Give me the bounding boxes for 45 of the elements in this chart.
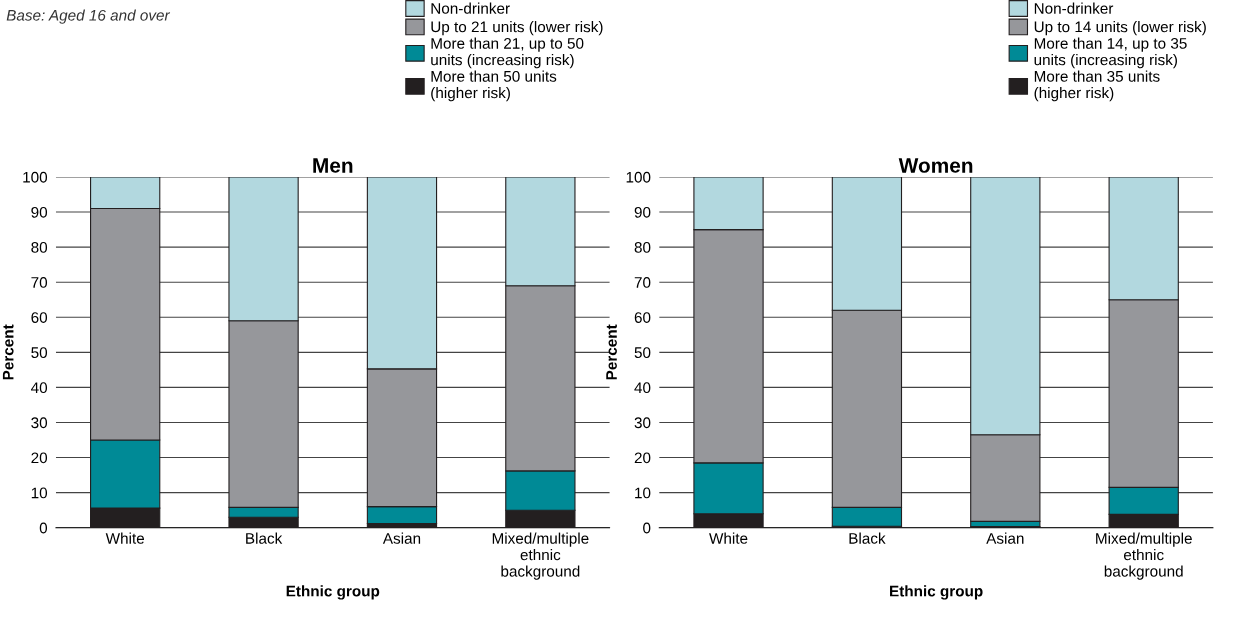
x-axis-title: Ethnic group (286, 585, 380, 600)
y-tick-label: 40 (634, 382, 651, 394)
y-tick-label: 100 (23, 171, 48, 183)
chart-title: Women (898, 158, 973, 173)
legend-label: Up to 14 units (lower risk) (1034, 21, 1206, 36)
y-axis-title: Percent (606, 324, 617, 380)
legend-label: More than 14, up to 35 units (increasing risk) (1034, 37, 1187, 69)
y-tick-label: 70 (31, 277, 48, 288)
y-tick-label: 50 (31, 347, 48, 359)
y-tick-label: 90 (31, 206, 48, 218)
y-tick-label: 80 (31, 241, 48, 253)
y-tick-label: 10 (635, 487, 651, 499)
x-tick-label: White (105, 532, 145, 544)
x-tick-label: Mixed/multiple ethnic background (1096, 532, 1192, 580)
chart-title: Men (313, 158, 353, 173)
x-tick-label: Black (246, 532, 283, 544)
y-tick-label: 30 (31, 417, 48, 429)
y-tick-label: 80 (634, 241, 651, 253)
x-tick-label: White (709, 532, 748, 544)
x-tick-label: Mixed/multiple ethnic background (492, 532, 589, 580)
text: Base: Aged 16 and over (6, 9, 171, 24)
y-tick-label: 100 (626, 171, 651, 183)
x-tick-label: Asian (382, 532, 421, 544)
x-axis-title: Ethnic group (890, 585, 983, 600)
y-tick-label: 20 (31, 452, 48, 464)
legend-label: Non-drinker (1034, 2, 1114, 14)
x-tick-label: Asian (986, 532, 1024, 544)
y-tick-label: 0 (643, 522, 651, 534)
y-tick-label: 90 (634, 206, 651, 218)
y-tick-label: 40 (31, 382, 48, 394)
x-tick-label: Black (849, 532, 886, 544)
y-tick-label: 50 (634, 347, 651, 359)
legend-label: Up to 21 units (lower risk) (431, 21, 603, 36)
y-axis-title: Percent (2, 324, 14, 380)
legend-label: More than 50 units (higher risk) (431, 70, 557, 102)
legend-label: More than 35 units (higher risk) (1034, 70, 1160, 102)
y-tick-label: 10 (31, 487, 48, 499)
y-tick-label: 60 (634, 312, 651, 323)
y-tick-label: 30 (634, 417, 651, 429)
y-tick-label: 70 (634, 277, 651, 288)
legend-label: Non-drinker (431, 2, 510, 14)
legend-label: More than 21, up to 50 units (increasing risk) (431, 37, 584, 69)
y-tick-label: 60 (31, 312, 48, 323)
y-tick-label: 0 (39, 522, 48, 534)
y-tick-label: 20 (634, 452, 651, 464)
